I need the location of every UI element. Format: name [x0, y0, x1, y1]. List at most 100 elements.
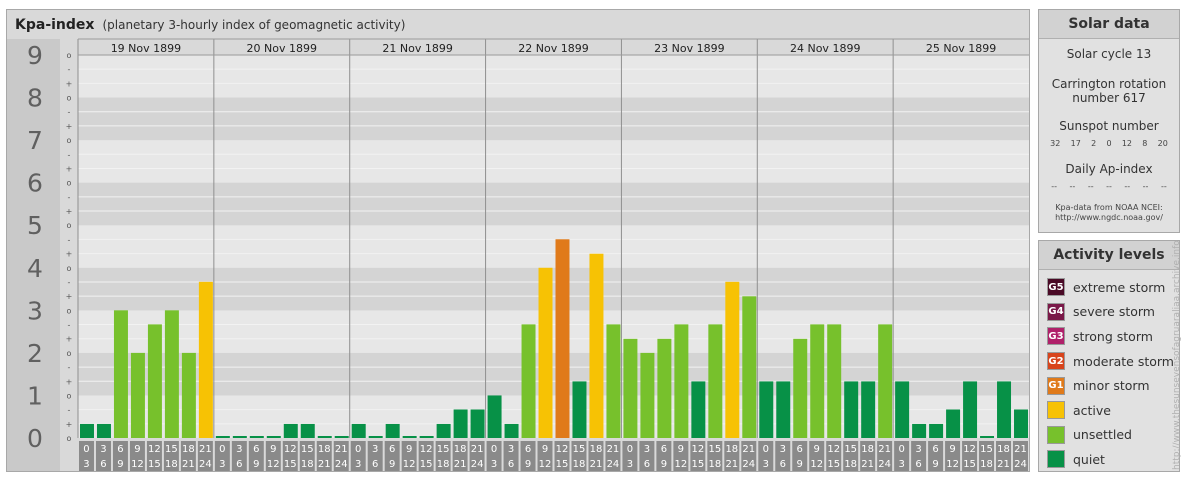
- interval-start-label: 21: [199, 444, 212, 455]
- interval-end-label: 24: [742, 459, 755, 470]
- kpa-bar: [708, 324, 723, 438]
- interval-box: [452, 441, 468, 471]
- interval-box: [520, 441, 536, 471]
- kpa-bar: [80, 423, 94, 438]
- kpa-bar: [436, 423, 451, 438]
- kpa-bar: [181, 352, 196, 438]
- y-minor-tick: -: [68, 406, 71, 415]
- kpa-bar: [96, 423, 111, 438]
- interval-start-label: 9: [270, 444, 276, 455]
- interval-end-label: 6: [915, 459, 921, 470]
- y-band: [78, 225, 1029, 268]
- y-minor-tick: +: [66, 250, 73, 259]
- activity-level-item: G4 severe storm: [1039, 300, 1179, 325]
- interval-box: [554, 441, 570, 471]
- interval-box: [945, 441, 961, 471]
- interval-end-label: 6: [236, 459, 242, 470]
- interval-start-label: 12: [556, 444, 569, 455]
- interval-box: [826, 441, 842, 471]
- y-band: [78, 55, 1029, 98]
- activity-level-swatch: G4: [1047, 302, 1065, 321]
- kpa-bar: [640, 352, 655, 438]
- activity-level-label: active: [1073, 402, 1111, 418]
- interval-start-label: 21: [742, 444, 755, 455]
- y-minor-tick: +: [66, 420, 73, 429]
- interval-box: [741, 441, 757, 471]
- interval-start-label: 0: [219, 444, 225, 455]
- watermark-url: http://www.thesunsevensofagruaraliaa.arc…: [1172, 240, 1182, 470]
- kpa-bar: [249, 436, 264, 438]
- interval-box: [758, 441, 774, 471]
- activity-level-label: minor storm: [1073, 378, 1150, 394]
- activity-level-label: extreme storm: [1073, 279, 1166, 295]
- interval-end-label: 9: [253, 459, 259, 470]
- source-link[interactable]: http://www.ngdc.noaa.gov/: [1055, 213, 1163, 222]
- interval-start-label: 15: [573, 444, 586, 455]
- chart-subtitle: (planetary 3-hourly index of geomagnetic…: [102, 18, 406, 32]
- activity-level-item: G3 strong storm: [1039, 324, 1179, 349]
- interval-box: [248, 441, 264, 471]
- sunspot-value: 0: [1106, 139, 1112, 148]
- interval-end-label: 18: [980, 459, 993, 470]
- interval-end-label: 21: [318, 459, 331, 470]
- y-minor-tick: -: [68, 150, 71, 159]
- interval-box: [673, 441, 689, 471]
- kpa-bar: [130, 352, 145, 438]
- interval-end-label: 15: [556, 459, 569, 470]
- interval-end-label: 21: [454, 459, 467, 470]
- kpa-bar: [470, 409, 485, 438]
- interval-end-label: 6: [644, 459, 650, 470]
- activity-level-swatch: G2: [1047, 352, 1065, 371]
- activity-level-swatch: [1047, 450, 1065, 469]
- interval-start-label: 21: [1014, 444, 1027, 455]
- y-minor-tick: o: [67, 94, 72, 103]
- interval-end-label: 15: [827, 459, 840, 470]
- interval-box: [537, 441, 553, 471]
- ap-value: --: [1051, 182, 1058, 191]
- interval-box: [707, 441, 723, 471]
- interval-box: [486, 441, 502, 471]
- interval-start-label: 3: [236, 444, 242, 455]
- activity-level-item: active: [1039, 398, 1179, 423]
- kpa-bar: [538, 267, 553, 438]
- interval-end-label: 3: [763, 459, 769, 470]
- interval-box: [656, 441, 672, 471]
- kpa-bar: [215, 436, 230, 438]
- day-label: 24 Nov 1899: [790, 42, 860, 55]
- kpa-bar: [232, 436, 247, 438]
- interval-start-label: 9: [542, 444, 548, 455]
- kpa-bar: [317, 436, 332, 438]
- interval-box: [112, 441, 128, 471]
- interval-box: [843, 441, 859, 471]
- ap-value: --: [1142, 182, 1149, 191]
- interval-end-label: 12: [539, 459, 552, 470]
- kpa-bar: [368, 436, 383, 438]
- interval-start-label: 18: [590, 444, 603, 455]
- interval-start-label: 0: [763, 444, 769, 455]
- interval-box: [214, 441, 230, 471]
- activity-level-swatch: [1047, 401, 1065, 420]
- kpa-bar: [1014, 409, 1028, 438]
- interval-box: [316, 441, 332, 471]
- kpa-bar: [793, 338, 808, 438]
- kpa-bar: [759, 381, 774, 438]
- interval-box: [367, 441, 383, 471]
- ap-value: --: [1106, 182, 1112, 191]
- kpa-bar: [147, 324, 162, 438]
- interval-start-label: 6: [932, 444, 938, 455]
- interval-start-label: 15: [301, 444, 314, 455]
- interval-end-label: 18: [573, 459, 586, 470]
- day-label: 23 Nov 1899: [654, 42, 724, 55]
- interval-end-label: 9: [389, 459, 395, 470]
- interval-end-label: 12: [403, 459, 416, 470]
- y-minor-tick: -: [68, 235, 71, 244]
- chart-title-main: Kpa-index: [15, 17, 95, 33]
- interval-box: [333, 441, 349, 471]
- interval-start-label: 21: [335, 444, 348, 455]
- interval-start-label: 6: [253, 444, 259, 455]
- solar-cycle: Solar cycle 13: [1066, 47, 1152, 61]
- interval-box: [265, 441, 281, 471]
- day-label: 25 Nov 1899: [926, 42, 996, 55]
- interval-end-label: 15: [691, 459, 704, 470]
- interval-end-label: 12: [946, 459, 959, 470]
